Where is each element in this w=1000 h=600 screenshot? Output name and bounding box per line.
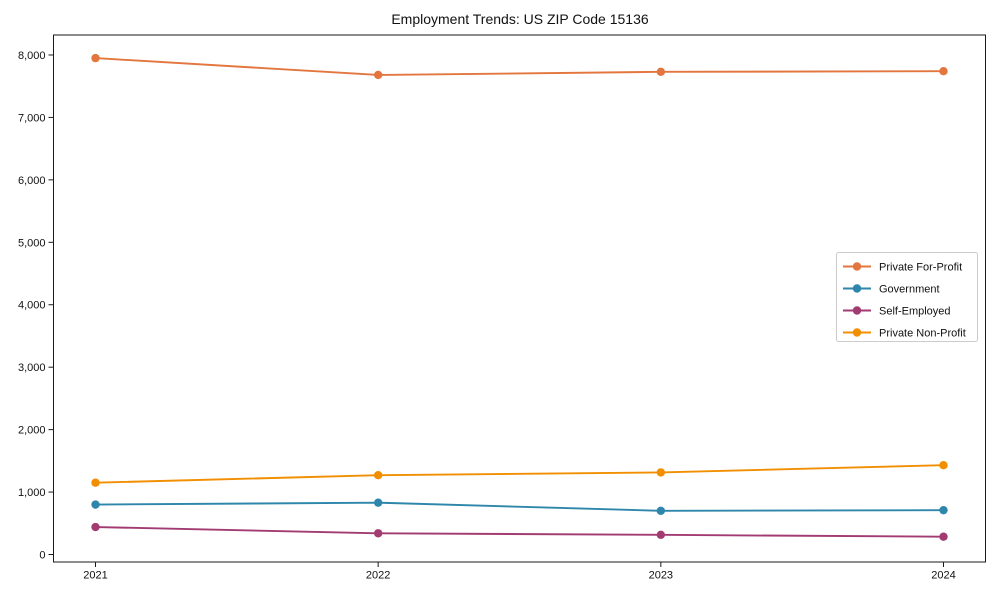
plot-border (53, 34, 986, 563)
legend-sample-marker-government (852, 284, 862, 293)
series-line-self-employed (95, 526, 944, 538)
y-axis-tick-label: 5,000 (18, 237, 46, 249)
x-axis-tick-label: 2021 (83, 570, 107, 582)
series-marker-private-non-profit-2021 (91, 478, 100, 487)
series-marker-private-non-profit-2024 (939, 461, 948, 470)
series-marker-private-for-profit-2022 (373, 70, 383, 80)
y-axis-tick-label: 4,000 (18, 300, 46, 312)
legend-entry-label-self-employed: Self-Employed (879, 306, 951, 318)
series-marker-government-2023 (656, 506, 666, 515)
series-marker-government-2024 (939, 505, 948, 515)
legend-sample-marker-private-non-profit (852, 328, 862, 337)
series-marker-self-employed-2022 (373, 529, 383, 538)
x-axis-tick-label: 2022 (366, 570, 390, 582)
legend-box (836, 252, 978, 342)
y-axis-tick-label: 8,000 (18, 50, 46, 62)
y-axis-tick-label: 6,000 (18, 175, 46, 187)
series-marker-private-non-profit-2022 (373, 471, 383, 480)
series-marker-private-non-profit-2023 (656, 468, 666, 477)
series-marker-private-for-profit-2021 (91, 53, 100, 63)
chart-title: Employment Trends: US ZIP Code 15136 (391, 11, 649, 27)
series-marker-self-employed-2021 (91, 522, 100, 532)
series-line-government (95, 501, 944, 512)
legend-sample-marker-self-employed (852, 306, 862, 315)
legend-sample-marker-private-for-profit (852, 262, 862, 271)
x-axis-tick-label: 2023 (649, 570, 673, 582)
series-marker-private-for-profit-2023 (656, 67, 666, 77)
legend-entry-label-private-for-profit: Private For-Profit (879, 262, 962, 274)
series-marker-government-2022 (373, 498, 383, 507)
y-axis-tick-label: 2,000 (18, 425, 46, 437)
legend-entry-label-private-non-profit: Private Non-Profit (879, 328, 966, 340)
y-axis-tick-label: 3,000 (18, 362, 46, 374)
series-marker-private-for-profit-2024 (939, 67, 948, 76)
y-axis-tick-label: 1,000 (18, 487, 46, 499)
legend-entry-label-government: Government (879, 284, 940, 296)
series-marker-self-employed-2023 (656, 530, 666, 540)
x-axis-tick-label: 2024 (931, 570, 955, 582)
y-axis-tick-label: 0 (39, 550, 45, 562)
y-axis-tick-label: 7,000 (18, 112, 46, 124)
series-marker-government-2021 (91, 500, 100, 509)
series-line-private-non-profit (95, 464, 944, 484)
series-line-private-for-profit (95, 57, 944, 76)
series-marker-self-employed-2024 (939, 532, 948, 541)
